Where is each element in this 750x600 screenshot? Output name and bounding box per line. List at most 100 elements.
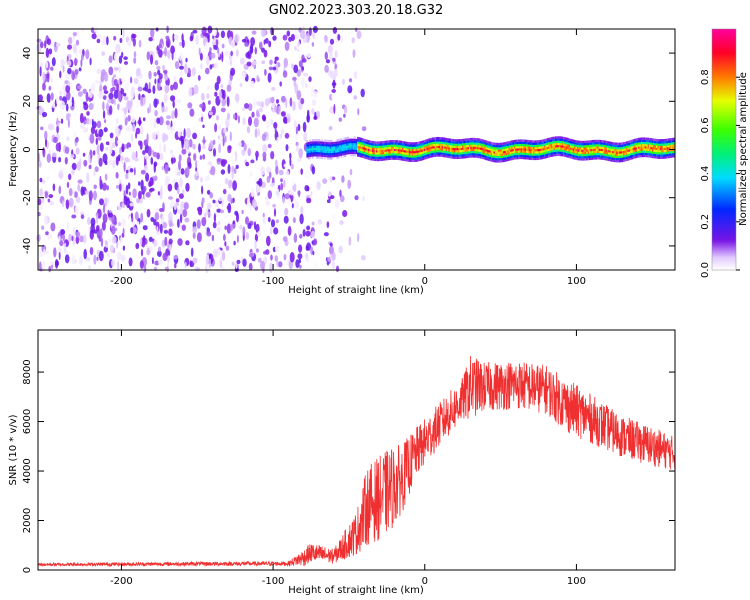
spectrogram-cell [102, 153, 108, 164]
spectrogram-cell [490, 155, 493, 158]
spectrogram-cell [344, 137, 347, 140]
spectrogram-cell [132, 151, 135, 161]
spectrogram-cell [402, 154, 404, 157]
spectrogram-cell [309, 146, 311, 149]
spectrogram-cell [307, 148, 310, 151]
spectrogram-cell [638, 148, 640, 151]
spectrogram-cell [317, 147, 319, 150]
spectrogram-cell [646, 150, 648, 153]
spectrogram-cell [609, 156, 612, 160]
spectrogram-cell [215, 39, 218, 47]
spectrogram-cell [139, 260, 144, 269]
spectrogram-cell [387, 151, 389, 154]
spectrogram-cell [669, 146, 672, 150]
spectrogram-cell [361, 126, 367, 132]
spectrogram-cell [210, 165, 216, 176]
spectrogram-cell [48, 194, 54, 199]
snr-x-tick-label: 0 [422, 576, 428, 587]
spectrogram-cell [329, 139, 332, 143]
spectrogram-cell [444, 139, 446, 143]
spectrogram-cell [466, 153, 468, 156]
spectrogram-cell [359, 148, 362, 151]
spectrogram-cell [617, 151, 620, 154]
spectrogram-cell [544, 152, 546, 155]
spectrogram-cell [511, 142, 513, 145]
spectrogram-cell [363, 141, 366, 144]
spectrogram-cell [320, 143, 322, 146]
spectrogram-cell [478, 151, 480, 154]
spectrogram-cell [434, 145, 437, 149]
spectrogram-cell [66, 113, 71, 118]
spectrogram-cell [216, 226, 221, 232]
spectrogram-cell [427, 145, 430, 148]
spectrogram-cell [528, 148, 531, 152]
spectrogram-cell [117, 91, 122, 102]
spectrogram-cell [423, 146, 426, 149]
spectrogram-cell [631, 143, 633, 147]
spectrogram-cell [425, 148, 427, 151]
spectrogram-cell [331, 150, 333, 154]
spectrogram-cell [492, 146, 494, 149]
spectrogram-cell [593, 146, 595, 149]
spectrogram-cell [260, 260, 265, 270]
spectrogram-cell [329, 242, 333, 247]
spectrogram-cell [658, 154, 661, 157]
spectrogram-cell [668, 155, 670, 159]
spectrogram-cell [426, 149, 429, 153]
spectrogram-cell [535, 149, 538, 152]
spectrogram-cell [306, 155, 308, 158]
spectrogram-cell [447, 153, 449, 156]
spectrogram-cell [498, 149, 501, 152]
spectrogram-cell [505, 148, 508, 151]
spectrogram-cell [367, 150, 370, 154]
spectrogram-cell [462, 147, 464, 150]
spectrogram-cell [79, 104, 82, 110]
spectrogram-cell [87, 136, 90, 141]
spectrogram-cell [631, 152, 633, 155]
spectrogram-cell [504, 150, 506, 154]
spectrogram-cell [586, 149, 588, 152]
spectrogram-cell [291, 63, 294, 69]
spectrogram-cell [350, 153, 352, 157]
spectrogram-cell [346, 141, 348, 144]
spectrogram-cell [447, 149, 449, 152]
spectrogram-cell [567, 142, 569, 145]
spectrogram-cell [598, 148, 601, 151]
colorbar-cell [712, 63, 736, 66]
spectrogram-cell [530, 146, 532, 150]
spectrogram-cell [650, 155, 652, 158]
spectrogram-cell [150, 93, 154, 104]
spectrogram-cell [163, 229, 169, 234]
spectrogram-cell [397, 149, 400, 152]
spectrogram-cell [426, 147, 429, 151]
spectrogram-cell [501, 142, 504, 145]
spectrogram-cell [639, 139, 642, 143]
spectrogram-cell [474, 153, 476, 156]
spectrogram-cell [436, 152, 438, 155]
spectrogram-cell [520, 154, 523, 157]
spectrogram-cell [331, 89, 337, 93]
spectrogram-cell [348, 236, 352, 246]
spectrogram-cell [305, 83, 308, 88]
spectrogram-cell [135, 131, 138, 139]
spectrogram-cell [451, 147, 453, 150]
spectrogram-cell [307, 186, 310, 192]
spectrogram-cell [366, 148, 369, 151]
spectrogram-cell [574, 152, 576, 156]
spectrogram-cell [348, 149, 351, 152]
spectrogram-cell [333, 146, 336, 149]
spectrogram-cell [625, 158, 628, 162]
spectrogram-cell [400, 158, 403, 161]
spectrogram-cell [478, 140, 480, 143]
spectrogram-cell [39, 177, 43, 183]
spectrogram-cell [483, 139, 486, 143]
spectrogram-cell [215, 200, 219, 208]
spectrogram-cell [606, 149, 609, 153]
spectrogram-cell [45, 47, 50, 58]
spectrogram-cell [289, 157, 292, 167]
spectrogram-cell [444, 142, 446, 145]
spectrogram-cell [464, 149, 467, 152]
spectrogram-cell [419, 152, 422, 155]
spectrogram-cell [653, 149, 655, 152]
spectrogram-cell [346, 137, 348, 140]
